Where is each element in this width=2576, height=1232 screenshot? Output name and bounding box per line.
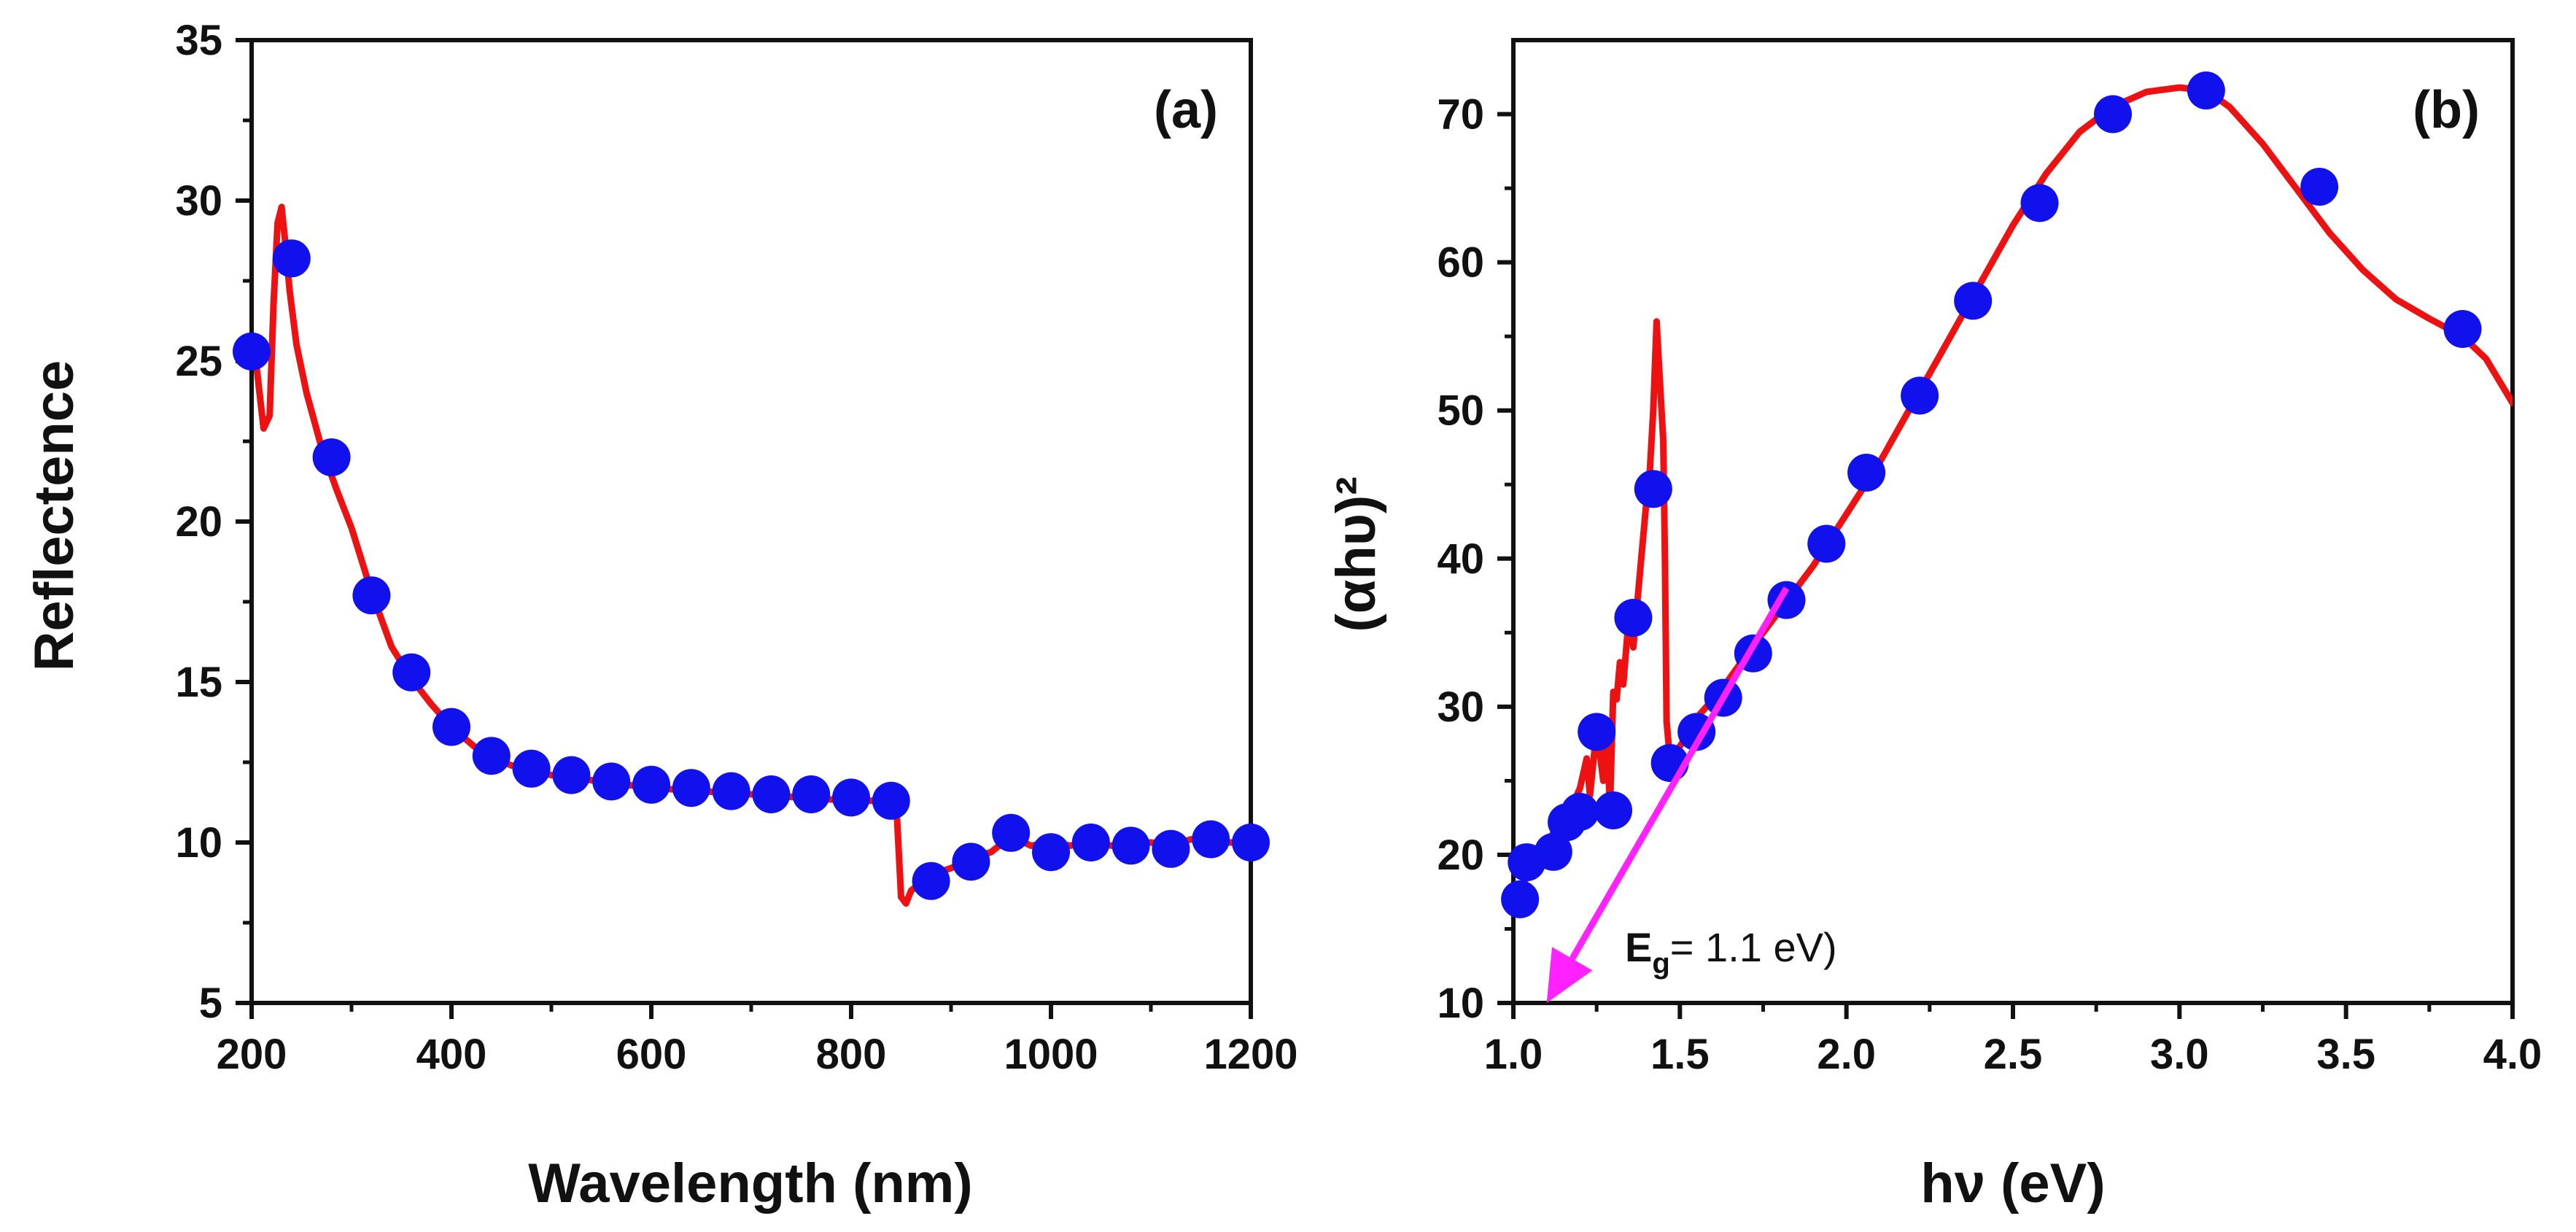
series-line-reflectance	[252, 204, 1251, 907]
data-point	[992, 813, 1031, 852]
data-point	[832, 778, 870, 817]
y-tick-label: 35	[175, 17, 222, 64]
data-point	[1847, 453, 1886, 492]
x-tick-label: 1000	[1004, 1031, 1098, 1078]
y-tick-label: 5	[199, 980, 222, 1027]
x-tick-label: 400	[416, 1031, 487, 1078]
bandgap-arrow-head	[1546, 947, 1593, 1003]
data-point	[792, 775, 831, 813]
data-point	[1501, 880, 1540, 918]
bandgap-annotation-sub: g	[1652, 948, 1669, 980]
data-point	[2094, 95, 2132, 133]
x-tick-label: 1200	[1203, 1031, 1297, 1078]
x-tick-label: 800	[816, 1031, 887, 1078]
y-tick-label: 20	[1437, 832, 1484, 879]
y-tick-label: 25	[175, 338, 222, 385]
data-point	[1112, 826, 1150, 865]
data-point	[432, 708, 470, 746]
panel-b-plot-area: 1.0 1.5 2.0 2.5 3.0 3.5 4.0 10 20 30 40 50 60 70	[1437, 38, 2542, 1078]
data-point	[712, 772, 750, 810]
data-point	[1232, 824, 1270, 861]
data-point	[2020, 184, 2059, 222]
x-tick-label: 600	[616, 1031, 687, 1078]
y-tick-label: 30	[175, 177, 222, 225]
panel-a-reflectance: 200 400 600 800 1000 1200 5 10 15 20 25 30 35 (a) Wa…	[23, 17, 1298, 1214]
x-tick-label: 1.5	[1650, 1031, 1710, 1078]
data-point	[1534, 832, 1572, 871]
x-tick-label: 2.0	[1817, 1031, 1876, 1078]
data-point	[1614, 599, 1653, 637]
data-point	[392, 653, 431, 691]
data-point	[352, 576, 391, 615]
data-point	[632, 765, 670, 804]
y-tick-label: 30	[1437, 683, 1484, 731]
data-point	[1634, 470, 1672, 508]
data-point	[752, 775, 791, 813]
panel-b-label: (b)	[2413, 81, 2480, 139]
y-tick-label: 40	[1437, 535, 1484, 583]
data-point	[1152, 829, 1190, 868]
data-point	[512, 749, 551, 788]
y-tick-label: 10	[1437, 980, 1484, 1027]
data-point	[1807, 524, 1846, 563]
bandgap-annotation-e: E	[1625, 924, 1652, 970]
bandgap-arrow-shaft	[1569, 586, 1790, 961]
data-point	[672, 769, 710, 807]
panel-a-plot-area: 200 400 600 800 1000 1200 5 10 15 20 25 30 35	[175, 17, 1297, 1078]
data-point	[272, 239, 311, 278]
panel-b-y-axis-title: (αhυ)²	[1325, 476, 1387, 632]
data-point	[592, 762, 631, 801]
data-point	[472, 737, 511, 775]
y-tick-label: 70	[1437, 91, 1484, 139]
data-point	[312, 438, 351, 476]
y-tick-label: 60	[1437, 239, 1484, 287]
x-tick-label: 1.0	[1484, 1031, 1543, 1078]
data-point	[872, 781, 910, 820]
data-point	[952, 842, 990, 881]
data-point	[1901, 376, 1939, 415]
data-point	[552, 756, 591, 794]
bandgap-annotation-value: = 1.1 eV)	[1670, 924, 1837, 970]
panel-b-x-axis-title: hν (eV)	[1920, 1152, 2105, 1214]
x-tick-label: 200	[217, 1031, 287, 1078]
data-point	[1561, 793, 1599, 832]
y-tick-label: 15	[175, 659, 222, 706]
panel-a-y-axis-title: Reflectence	[23, 360, 85, 672]
y-tick-label: 50	[1437, 387, 1484, 435]
y-tick-label: 20	[175, 498, 222, 546]
data-point	[2300, 168, 2339, 206]
data-point	[912, 861, 950, 900]
x-tick-label: 4.0	[2483, 1031, 2542, 1078]
panel-a-label: (a)	[1154, 81, 1218, 139]
data-point	[1032, 833, 1070, 872]
data-point	[233, 332, 271, 371]
y-tick-label: 10	[175, 819, 222, 867]
data-point	[1594, 791, 1632, 829]
data-point	[1192, 820, 1230, 859]
data-point	[1578, 713, 1616, 751]
data-point	[2187, 71, 2225, 110]
x-tick-label: 3.5	[2316, 1031, 2375, 1078]
x-tick-label: 2.5	[1984, 1031, 2043, 1078]
panel-a-x-axis-title: Wavelength (nm)	[528, 1152, 972, 1214]
x-tick-label: 3.0	[2150, 1031, 2209, 1078]
data-point	[1954, 282, 1993, 320]
data-point	[2443, 310, 2482, 348]
bandgap-annotation: Eg= 1.1 eV)	[1625, 924, 1837, 980]
data-point	[1071, 824, 1110, 861]
